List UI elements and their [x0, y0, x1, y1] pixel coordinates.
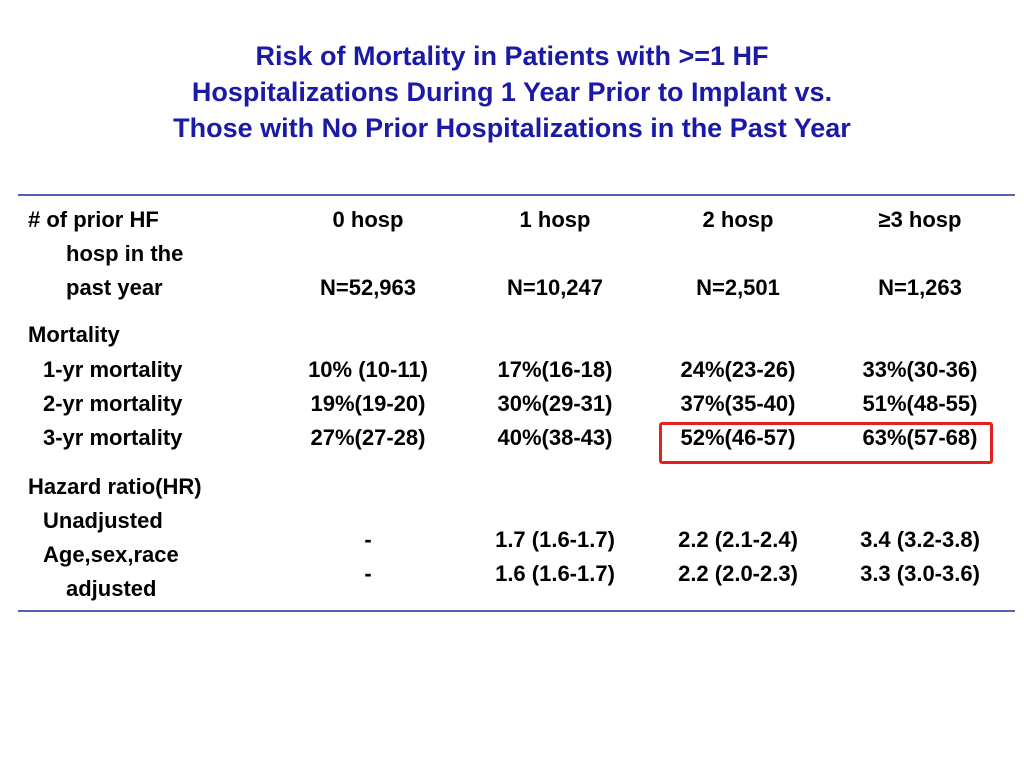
mortality-cell: 51%(48-55) — [862, 391, 978, 416]
title-line-1: Risk of Mortality in Patients with >=1 H… — [255, 41, 769, 71]
hazard-cell: 1.6 (1.6-1.7) — [495, 561, 615, 586]
hazard-cell: 2.2 (2.1-2.4) — [678, 527, 798, 552]
mortality-cell: 37%(35-40) — [680, 391, 796, 416]
mortality-cell: 24%(23-26) — [680, 357, 796, 382]
table-top-rule — [18, 194, 1015, 196]
column-n-3plus-hosp: N=1,263 — [878, 275, 962, 300]
mortality-cell: 17%(16-18) — [497, 357, 613, 382]
slide-title: Risk of Mortality in Patients with >=1 H… — [0, 38, 1024, 146]
mortality-cell: 30%(29-31) — [497, 391, 613, 416]
mortality-cell: 10% (10-11) — [308, 357, 428, 382]
mortality-section-label: Mortality — [28, 322, 120, 347]
column-n-2-hosp: N=2,501 — [696, 275, 780, 300]
mortality-row-label: 1-yr mortality — [43, 357, 183, 382]
mortality-row-label: 2-yr mortality — [43, 391, 183, 416]
mortality-row-label: 3-yr mortality — [43, 425, 183, 450]
mortality-cell: 19%(19-20) — [310, 391, 426, 416]
column-n-0-hosp: N=52,963 — [319, 275, 417, 300]
row-header-line-3: past year — [66, 275, 163, 300]
hazard-cell: 2.2 (2.0-2.3) — [678, 561, 798, 586]
mortality-cell: 40%(38-43) — [497, 425, 613, 450]
hazard-cell: - — [364, 561, 372, 586]
title-line-2: Hospitalizations During 1 Year Prior to … — [191, 77, 833, 107]
table-bottom-rule — [18, 610, 1015, 612]
hazard-row-label: Age,sex,race — [43, 542, 179, 567]
column-header-3plus-hosp: ≥3 hosp — [878, 207, 962, 232]
row-header-line-1: # of prior HF — [28, 207, 159, 232]
hazard-cell: - — [364, 527, 372, 552]
highlight-box — [659, 422, 993, 464]
mortality-cell: 33%(30-36) — [862, 357, 978, 382]
row-header-line-2: hosp in the — [66, 241, 184, 266]
hazard-section-label: Hazard ratio(HR) — [28, 474, 202, 499]
mortality-cell: 27%(27-28) — [310, 425, 426, 450]
column-header-1-hosp: 1 hosp — [519, 207, 591, 232]
hazard-row-label: Unadjusted — [43, 508, 163, 533]
column-header-2-hosp: 2 hosp — [702, 207, 774, 232]
column-n-1-hosp: N=10,247 — [506, 275, 604, 300]
hazard-cell: 1.7 (1.6-1.7) — [495, 527, 615, 552]
hazard-cell: 3.3 (3.0-3.6) — [860, 561, 980, 586]
column-header-0-hosp: 0 hosp — [332, 207, 404, 232]
hazard-row-label-continuation: adjusted — [66, 576, 157, 601]
mortality-cell: 63%(57-68) — [862, 425, 978, 450]
title-line-3: Those with No Prior Hospitalizations in … — [173, 113, 851, 143]
hazard-cell: 3.4 (3.2-3.8) — [860, 527, 980, 552]
mortality-cell: 52%(46-57) — [680, 425, 796, 450]
